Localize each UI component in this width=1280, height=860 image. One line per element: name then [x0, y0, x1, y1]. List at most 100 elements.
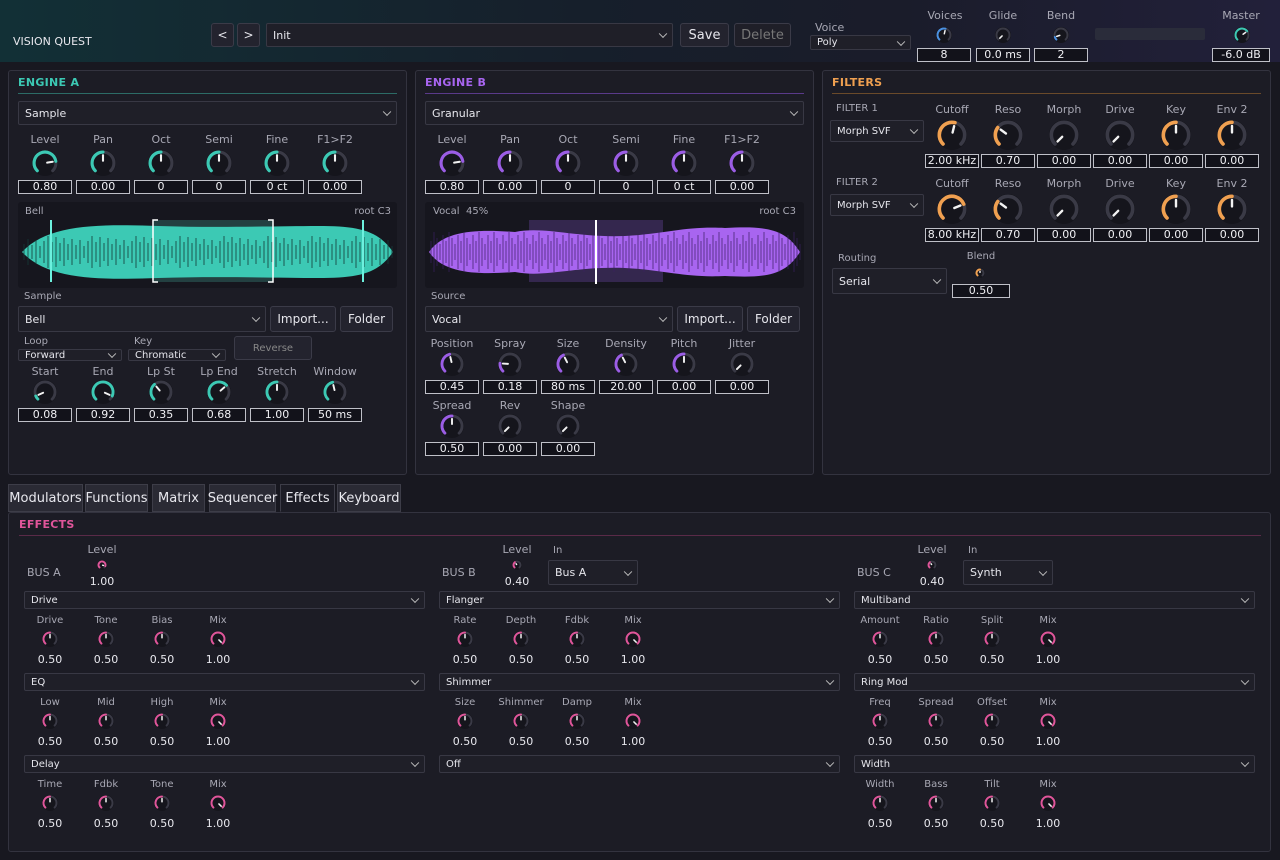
filter-2-reso-value[interactable]: 0.70	[981, 228, 1035, 242]
engine-b-jitter-value[interactable]: 0.00	[715, 380, 769, 394]
sample-folder-button[interactable]: Folder	[340, 306, 393, 332]
glide-knob[interactable]	[995, 27, 1011, 43]
master-value[interactable]: -6.0 dB	[1212, 48, 1270, 62]
engine-b-pitch-value[interactable]: 0.00	[657, 380, 711, 394]
bus-c-slot-3-width-value[interactable]: 0.50	[867, 817, 893, 830]
engine-a-oct-knob[interactable]	[148, 150, 174, 176]
filter-1-type-select[interactable]: Morph SVF	[830, 120, 924, 142]
bus-c-level-value[interactable]: 0.40	[919, 575, 945, 588]
bus-c-level-knob[interactable]	[927, 560, 937, 570]
bus-b-slot-2-mix-value[interactable]: 1.00	[620, 735, 646, 748]
engine-a-level-knob[interactable]	[32, 150, 58, 176]
filter-1-env-2-value[interactable]: 0.00	[1205, 154, 1259, 168]
engine-b-fine-value[interactable]: 0 ct	[657, 180, 711, 194]
filter-2-key-knob[interactable]	[1161, 194, 1191, 224]
engine-a-waveform[interactable]: Bell root C3	[18, 202, 397, 288]
bus-a-slot-3-mix-value[interactable]: 1.00	[205, 817, 231, 830]
bus-c-slot-3-tilt-knob[interactable]	[984, 795, 1000, 811]
bus-a-slot-2-select[interactable]: EQ	[24, 673, 425, 691]
bus-c-slot-1-amount-knob[interactable]	[872, 631, 888, 647]
routing-select[interactable]: Serial	[832, 268, 947, 294]
engine-a-end-value[interactable]: 0.92	[76, 408, 130, 422]
filter-2-cutoff-knob[interactable]	[937, 194, 967, 224]
engine-a-level-value[interactable]: 0.80	[18, 180, 72, 194]
engine-a-type-select[interactable]: Sample	[18, 101, 397, 125]
engine-a-semi-value[interactable]: 0	[192, 180, 246, 194]
blend-knob[interactable]	[975, 268, 985, 278]
bus-a-slot-1-tone-value[interactable]: 0.50	[93, 653, 119, 666]
bus-a-slot-3-time-value[interactable]: 0.50	[37, 817, 63, 830]
bus-a-slot-2-low-knob[interactable]	[42, 713, 58, 729]
engine-b-size-value[interactable]: 80 ms	[541, 380, 595, 394]
tab-functions[interactable]: Functions	[85, 484, 148, 512]
bus-a-slot-2-high-value[interactable]: 0.50	[149, 735, 175, 748]
tab-effects[interactable]: Effects	[280, 484, 335, 512]
bus-a-level-value[interactable]: 1.00	[89, 575, 115, 588]
bus-b-slot-1-mix-knob[interactable]	[625, 631, 641, 647]
bus-a-slot-2-high-knob[interactable]	[154, 713, 170, 729]
bus-c-slot-2-mix-knob[interactable]	[1040, 713, 1056, 729]
bus-c-slot-2-mix-value[interactable]: 1.00	[1035, 735, 1061, 748]
engine-a-window-knob[interactable]	[323, 380, 347, 404]
reverse-button[interactable]: Reverse	[234, 336, 312, 360]
bus-b-slot-2-size-value[interactable]: 0.50	[452, 735, 478, 748]
source-folder-button[interactable]: Folder	[747, 306, 800, 332]
engine-a-oct-value[interactable]: 0	[134, 180, 188, 194]
filter-1-reso-value[interactable]: 0.70	[981, 154, 1035, 168]
prev-preset-button[interactable]: <	[211, 23, 234, 47]
engine-b-level-value[interactable]: 0.80	[425, 180, 479, 194]
engine-b-spray-knob[interactable]	[498, 352, 522, 376]
bus-a-slot-2-mix-value[interactable]: 1.00	[205, 735, 231, 748]
filter-2-cutoff-value[interactable]: 8.00 kHz	[925, 228, 979, 242]
engine-a-stretch-knob[interactable]	[265, 380, 289, 404]
engine-a-start-knob[interactable]	[33, 380, 57, 404]
engine-a-lp-st-value[interactable]: 0.35	[134, 408, 188, 422]
bus-a-slot-1-bias-value[interactable]: 0.50	[149, 653, 175, 666]
engine-b-position-knob[interactable]	[440, 352, 464, 376]
tab-matrix[interactable]: Matrix	[152, 484, 205, 512]
bus-c-slot-1-split-knob[interactable]	[984, 631, 1000, 647]
bus-c-slot-2-offset-knob[interactable]	[984, 713, 1000, 729]
bus-c-slot-1-ratio-knob[interactable]	[928, 631, 944, 647]
filter-1-morph-value[interactable]: 0.00	[1037, 154, 1091, 168]
bus-c-slot-3-bass-value[interactable]: 0.50	[923, 817, 949, 830]
filter-1-drive-value[interactable]: 0.00	[1093, 154, 1147, 168]
engine-b-rev-value[interactable]: 0.00	[483, 442, 537, 456]
engine-b-density-value[interactable]: 20.00	[599, 380, 653, 394]
engine-b-shape-knob[interactable]	[556, 414, 580, 438]
bus-c-slot-1-select[interactable]: Multiband	[854, 591, 1255, 609]
engine-a-pan-value[interactable]: 0.00	[76, 180, 130, 194]
engine-a-f1-f2-knob[interactable]	[322, 150, 348, 176]
engine-b-oct-knob[interactable]	[555, 150, 581, 176]
bus-c-slot-3-bass-knob[interactable]	[928, 795, 944, 811]
bus-a-slot-3-mix-knob[interactable]	[210, 795, 226, 811]
bus-c-slot-2-select[interactable]: Ring Mod	[854, 673, 1255, 691]
filter-1-morph-knob[interactable]	[1049, 120, 1079, 150]
bus-a-slot-1-bias-knob[interactable]	[154, 631, 170, 647]
bus-b-slot-1-fdbk-knob[interactable]	[569, 631, 585, 647]
filter-2-morph-knob[interactable]	[1049, 194, 1079, 224]
filter-2-morph-value[interactable]: 0.00	[1037, 228, 1091, 242]
engine-b-size-knob[interactable]	[556, 352, 580, 376]
bus-c-slot-3-tilt-value[interactable]: 0.50	[979, 817, 1005, 830]
bus-c-slot-3-width-knob[interactable]	[872, 795, 888, 811]
bus-b-input-select[interactable]: Bus A	[548, 560, 638, 585]
engine-a-fine-knob[interactable]	[264, 150, 290, 176]
bend-value[interactable]: 2	[1034, 48, 1088, 62]
filter-1-env-2-knob[interactable]	[1217, 120, 1247, 150]
bus-c-slot-1-mix-value[interactable]: 1.00	[1035, 653, 1061, 666]
voices-value[interactable]: 8	[917, 48, 971, 62]
bus-a-slot-3-select[interactable]: Delay	[24, 755, 425, 773]
bus-b-slot-2-damp-value[interactable]: 0.50	[564, 735, 590, 748]
filter-1-cutoff-value[interactable]: 2.00 kHz	[925, 154, 979, 168]
bus-a-slot-1-select[interactable]: Drive	[24, 591, 425, 609]
bus-a-slot-3-fdbk-value[interactable]: 0.50	[93, 817, 119, 830]
engine-b-spread-knob[interactable]	[440, 414, 464, 438]
bus-a-slot-2-mid-knob[interactable]	[98, 713, 114, 729]
engine-b-spray-value[interactable]: 0.18	[483, 380, 537, 394]
engine-a-start-value[interactable]: 0.08	[18, 408, 72, 422]
bus-b-slot-1-depth-knob[interactable]	[513, 631, 529, 647]
bus-c-slot-2-spread-knob[interactable]	[928, 713, 944, 729]
engine-b-level-knob[interactable]	[439, 150, 465, 176]
tab-keyboard[interactable]: Keyboard	[337, 484, 401, 512]
